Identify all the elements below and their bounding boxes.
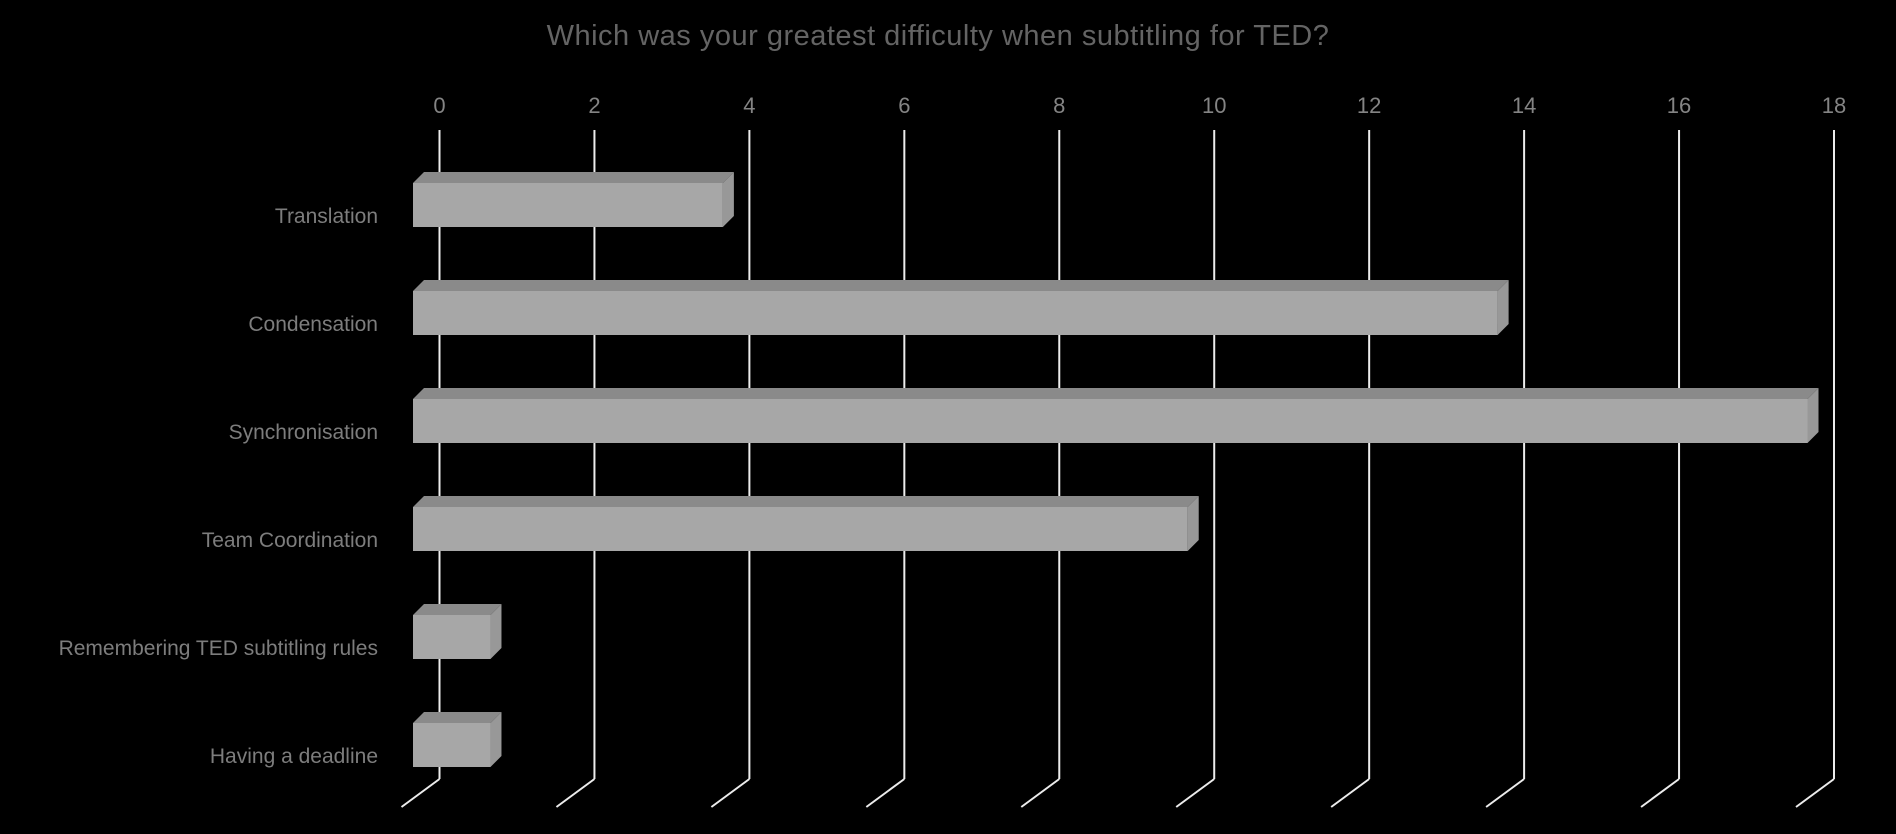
category-label: Having a deadline [209,745,378,768]
bar-side-face [722,172,734,227]
x-tick-label: 6 [898,93,911,118]
x-tick-label: 2 [588,93,601,118]
category-label: Translation [274,205,378,228]
x-tick-label: 4 [743,93,756,118]
gridline-floor-foot [400,778,441,808]
bar-top-face [413,280,1509,291]
x-tick-label: 12 [1356,93,1382,118]
category-label: Condensation [248,313,378,336]
bar [413,723,491,767]
x-tick-label: 8 [1053,93,1066,118]
x-tick-label: 0 [433,93,446,118]
chart-title: Which was your greatest difficulty when … [546,20,1330,52]
bar [413,399,1808,443]
bar-top-face [413,388,1819,399]
bar-side-face [1807,388,1819,443]
gridline-floor-foot [1485,778,1525,808]
gridline-floor-foot [555,778,596,808]
gridline-floor-foot [1640,778,1680,808]
category-label: Synchronisation [228,421,378,444]
gridline-floor-foot [865,778,905,808]
gridline-floor-foot [710,778,750,808]
bar-side-face [490,712,502,767]
gridline-floor-foot [1330,778,1370,808]
bar-top-face [413,172,734,183]
bar-side-face [1187,496,1199,551]
x-tick-label: 14 [1511,93,1537,118]
bar-top-face [413,496,1199,507]
bar [413,615,491,659]
category-label: Remembering TED subtitling rules [58,637,378,660]
bar-top-face [413,604,502,615]
bar [413,507,1188,551]
gridline-floor-foot [1020,778,1060,808]
bar-side-face [490,604,502,659]
x-tick-label: 16 [1666,93,1692,118]
category-label: Team Coordination [201,529,378,552]
bar-side-face [1497,280,1509,335]
x-tick-label: 18 [1821,93,1847,118]
gridline-floor-foot [1795,778,1835,808]
bar-top-face [413,712,502,723]
gridline-floor-foot [1175,778,1215,808]
bar [413,291,1498,335]
bar [413,183,723,227]
x-tick-label: 10 [1201,93,1227,118]
